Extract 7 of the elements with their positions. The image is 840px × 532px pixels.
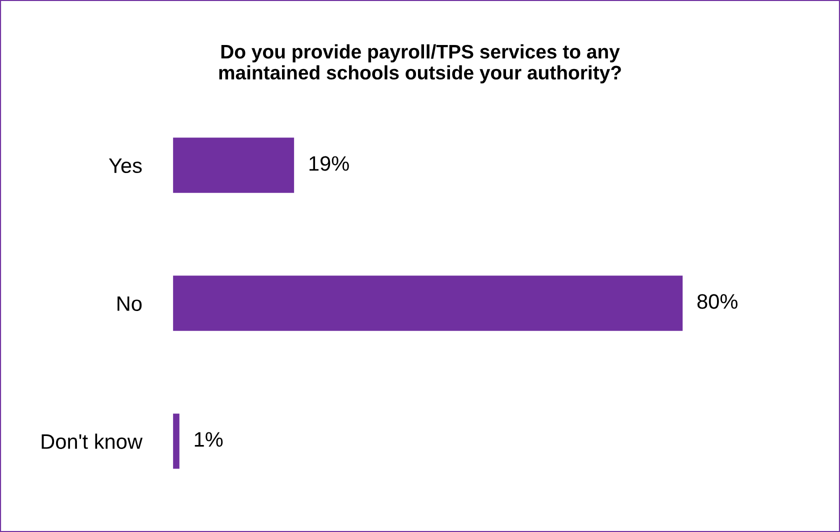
- y-tick-label: Don't know: [42, 434, 143, 449]
- y-tick-label: No: [118, 296, 142, 311]
- y-tick-label: Yes: [108, 158, 142, 174]
- data-label: 19%: [310, 156, 349, 171]
- data-label: 1%: [194, 432, 223, 447]
- data-label: 80%: [697, 294, 738, 309]
- chart-title: Do you provide payroll/TPS services to any maintained schools outside your authority?: [219, 44, 621, 84]
